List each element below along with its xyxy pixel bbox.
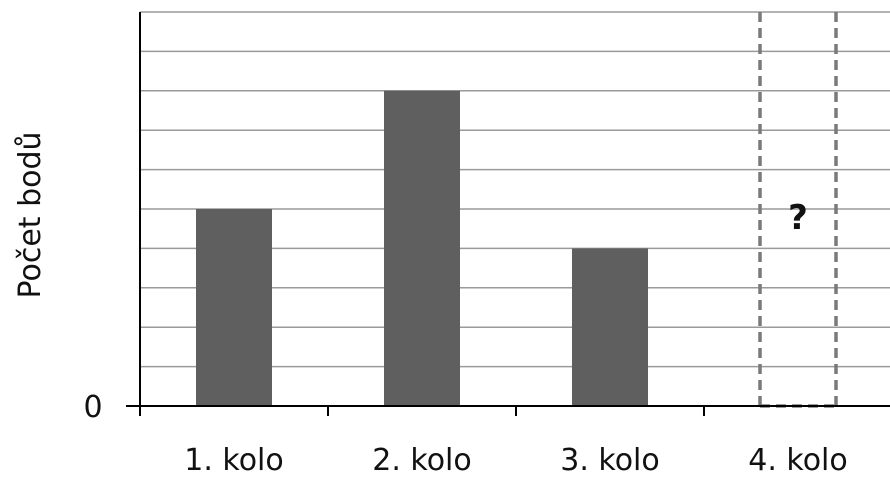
x-tick-label: 2. kolo xyxy=(372,443,472,477)
bar xyxy=(572,248,648,406)
unknown-value-label: ? xyxy=(788,198,808,238)
x-tick-label: 1. kolo xyxy=(184,443,284,477)
y-tick-label-zero: 0 xyxy=(83,390,102,425)
y-axis-label: Počet bodů xyxy=(13,131,48,298)
bars xyxy=(196,12,838,408)
bar xyxy=(384,90,460,407)
x-tick-label: 3. kolo xyxy=(560,443,660,477)
x-tick-label: 4. kolo xyxy=(748,443,848,477)
bar xyxy=(196,209,272,406)
axes xyxy=(126,12,890,407)
x-ticks: 1. kolo 2. kolo 3. kolo 4. kolo xyxy=(139,406,848,477)
